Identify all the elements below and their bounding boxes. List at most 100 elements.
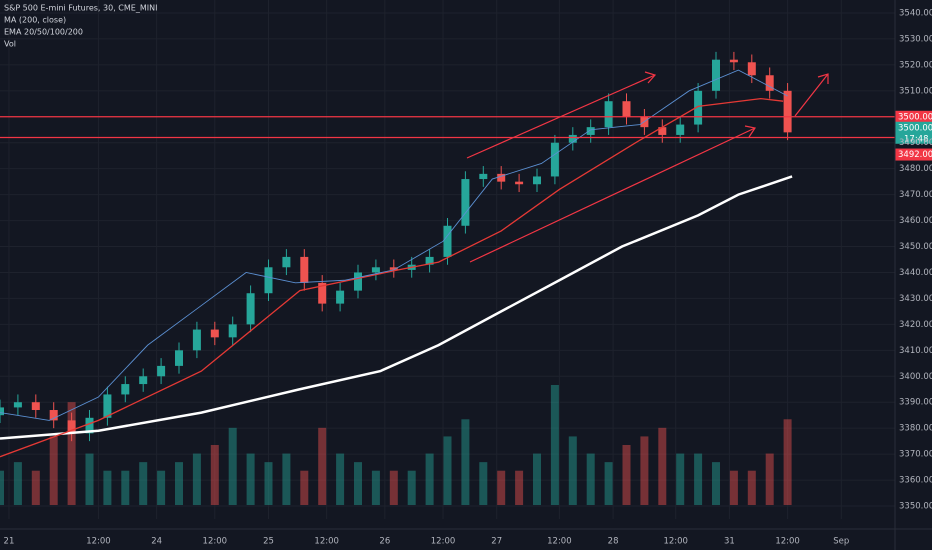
volume-bar <box>586 453 595 505</box>
candle-body <box>192 329 201 351</box>
x-tick-label: 12:00 <box>547 537 572 547</box>
candle-body <box>461 179 470 226</box>
legend-item: Vol <box>4 40 16 49</box>
y-tick-label: 3450.00 <box>899 242 932 252</box>
y-tick-label: 3430.00 <box>899 294 932 304</box>
volume-bar <box>282 453 291 505</box>
y-tick-label: 3540.00 <box>899 8 932 18</box>
legend-item: MA (200, close) <box>4 16 66 25</box>
candle-body <box>282 256 291 268</box>
volume-bar <box>0 470 4 505</box>
arrow-head <box>744 125 756 138</box>
volume-bar <box>497 470 506 505</box>
volume-bar <box>121 470 130 505</box>
candle-body <box>425 256 434 265</box>
volume-bar <box>175 462 183 505</box>
candle-body <box>676 124 685 135</box>
y-tick-label: 3400.00 <box>899 372 932 382</box>
x-tick-label: 12:00 <box>314 537 339 547</box>
candle-body <box>765 75 774 91</box>
candle-body <box>264 267 273 294</box>
candle-body <box>533 176 541 185</box>
candles <box>0 51 792 442</box>
price-label-box <box>895 148 932 161</box>
candle-body <box>175 350 183 366</box>
volume-bar <box>13 462 22 505</box>
volume-bar <box>139 462 148 505</box>
candle-body <box>49 410 58 421</box>
x-tick-label: 26 <box>379 537 390 547</box>
volume-bar <box>783 419 792 505</box>
x-tick-label: 12:00 <box>86 537 111 547</box>
volume-bar <box>389 470 398 505</box>
indicator-line <box>0 69 788 421</box>
x-tick-label: 12:00 <box>775 537 800 547</box>
candle-body <box>157 365 166 377</box>
candle-body <box>389 267 398 270</box>
trend-line <box>469 127 756 263</box>
volume-bar <box>622 445 631 505</box>
candle-body <box>479 173 488 180</box>
candle-body <box>121 384 130 395</box>
candle-body <box>336 290 345 304</box>
volume-bar <box>568 436 577 505</box>
y-tick-label: 3350.00 <box>899 502 932 512</box>
x-tick-label: 12:00 <box>203 537 228 547</box>
x-tick-label: 21 <box>4 537 15 547</box>
last-price-label: 3500.00 <box>898 123 932 133</box>
volume-bar <box>515 470 524 505</box>
volume-bar <box>729 470 738 505</box>
countdown: 17:48 <box>904 134 929 144</box>
volume-bar <box>192 453 201 505</box>
candle-body <box>783 90 792 133</box>
y-tick-label: 3530.00 <box>899 34 932 44</box>
volume-bar <box>443 436 452 505</box>
y-tick-label: 3380.00 <box>899 424 932 434</box>
volume-bar <box>246 453 255 505</box>
y-tick-label: 3520.00 <box>899 60 932 70</box>
candle-body <box>67 420 76 434</box>
y-tick-label: 3440.00 <box>899 268 932 278</box>
volume-bar <box>85 453 94 505</box>
volume-bar <box>425 453 434 505</box>
x-tick-label: 24 <box>151 537 162 547</box>
volume-bar <box>765 453 774 505</box>
arrow-head <box>644 71 657 84</box>
x-tick-label: 27 <box>491 537 502 547</box>
candle-body <box>228 324 237 338</box>
price-label-box <box>895 110 932 123</box>
candle-body <box>586 127 595 135</box>
x-tick-label: 25 <box>263 537 274 547</box>
candle-body <box>443 225 452 257</box>
candle-body <box>568 134 577 143</box>
volume-bar <box>49 436 58 505</box>
indicator-line <box>0 97 784 458</box>
y-tick-label: 3470.00 <box>899 190 932 200</box>
volume-bar <box>210 445 219 505</box>
x-tick-label: 12:00 <box>663 537 688 547</box>
volume-bar <box>264 462 273 505</box>
volume <box>0 385 792 505</box>
candle-body <box>550 142 559 177</box>
candle-body <box>729 59 738 63</box>
y-tick-label: 3360.00 <box>899 476 932 486</box>
candle-body <box>371 267 380 273</box>
candle-body <box>515 181 524 185</box>
candle-body <box>694 90 703 125</box>
volume-bar <box>157 470 166 505</box>
candle-body <box>210 329 219 338</box>
candle-body <box>354 272 362 291</box>
chart-title: S&P 500 E-mini Futures, 30, CME_MINI <box>4 4 157 13</box>
volume-bar <box>694 453 703 505</box>
x-tick-label: 28 <box>608 537 619 547</box>
volume-bar <box>300 470 309 505</box>
candle-body <box>497 173 506 182</box>
volume-bar <box>640 436 649 505</box>
candle-body <box>318 282 327 304</box>
arrow <box>794 73 829 117</box>
volume-bar <box>318 427 327 505</box>
volume-bar <box>604 462 613 505</box>
